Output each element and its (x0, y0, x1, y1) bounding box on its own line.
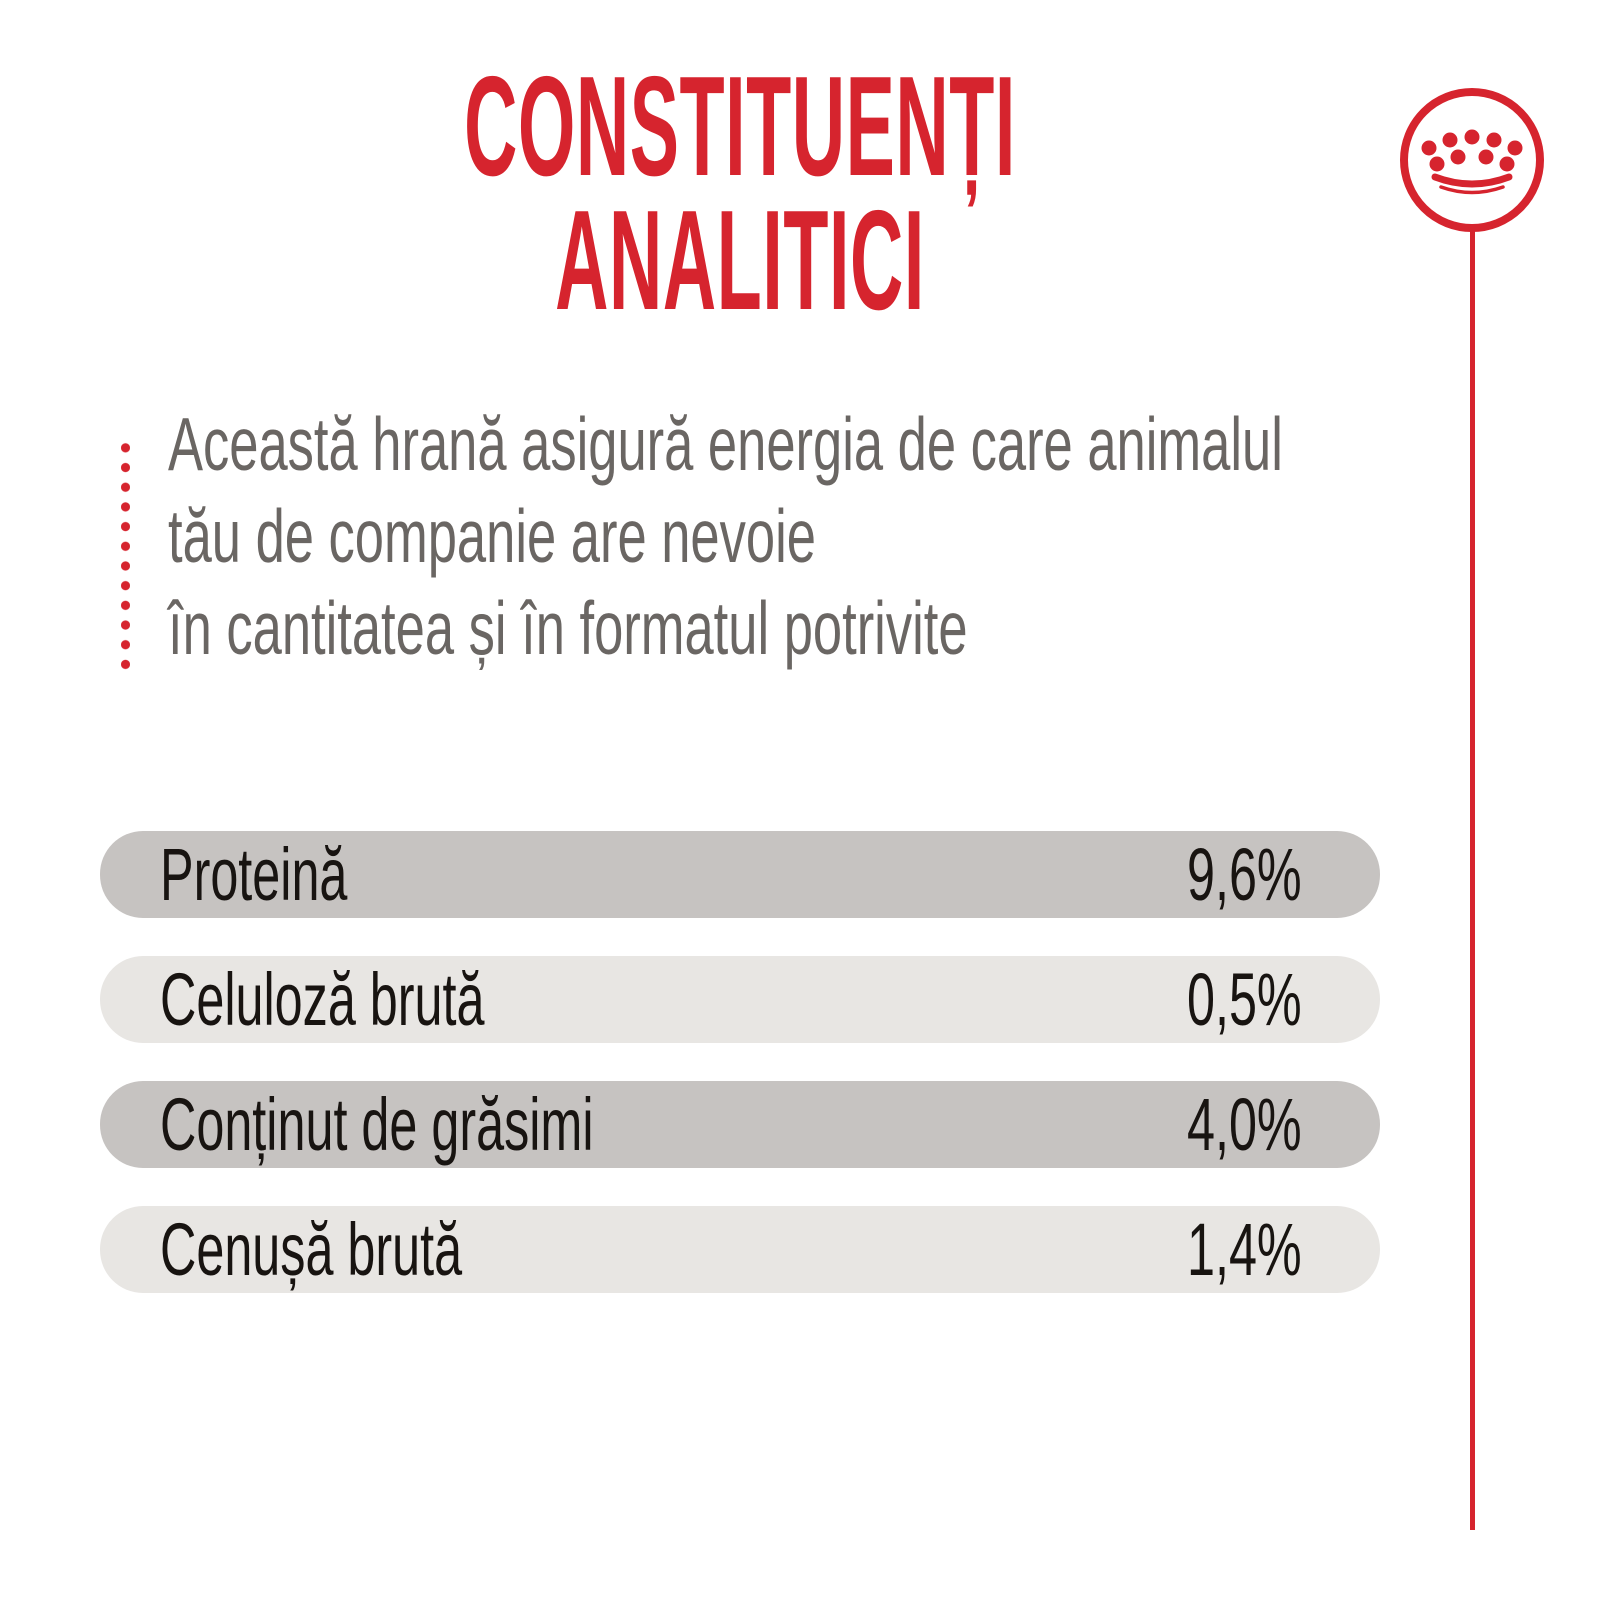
analytical-constituents-table: Proteină 9,6% Celuloză brută 0,5% Conțin… (100, 831, 1380, 1331)
vertical-accent-line (1470, 231, 1475, 1530)
row-label: Celuloză brută (160, 958, 485, 1041)
row-label: Conținut de grăsimi (160, 1083, 594, 1166)
table-row: Celuloză brută 0,5% (100, 956, 1380, 1043)
intro-line-1: Această hrană asigură energia de care an… (168, 402, 1283, 486)
title-line-1: CONSTITUENȚI (464, 47, 1016, 206)
row-label: Cenușă brută (160, 1208, 463, 1291)
dotted-accent-line (121, 438, 130, 675)
row-value: 4,0% (1187, 1083, 1302, 1166)
row-value: 9,6% (1187, 833, 1302, 916)
page-title: CONSTITUENȚI ANALITICI (407, 47, 1073, 340)
royal-canin-crown-icon (1400, 88, 1544, 232)
intro-line-2: tău de companie are nevoie (168, 494, 816, 578)
row-label: Proteină (160, 833, 348, 916)
title-line-2: ANALITICI (555, 181, 925, 340)
row-value: 1,4% (1187, 1208, 1302, 1291)
table-row: Proteină 9,6% (100, 831, 1380, 918)
intro-line-3: în cantitatea și în formatul potrivite (168, 586, 968, 670)
table-row: Conținut de grăsimi 4,0% (100, 1081, 1380, 1168)
row-value: 0,5% (1187, 958, 1302, 1041)
table-row: Cenușă brută 1,4% (100, 1206, 1380, 1293)
intro-text: Această hrană asigură energia de care an… (168, 398, 1498, 674)
